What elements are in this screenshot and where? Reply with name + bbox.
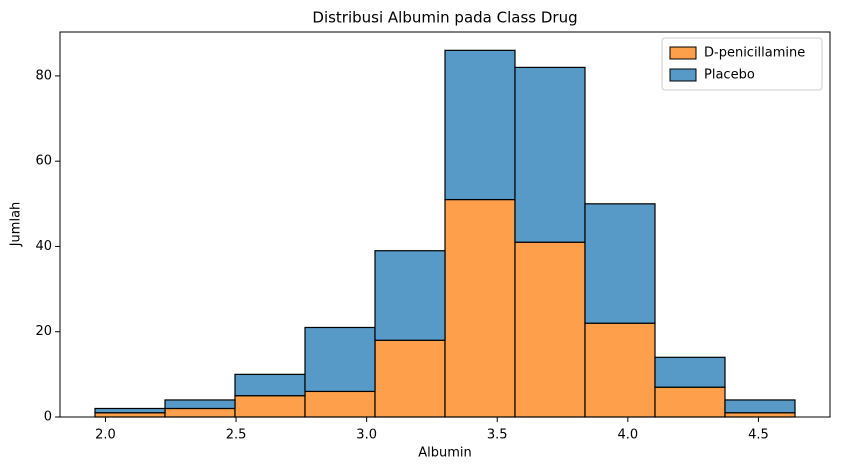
legend-swatch	[669, 68, 697, 82]
x-tick-label: 2.5	[226, 428, 247, 443]
y-tick-label: 0	[44, 410, 52, 425]
bar	[444, 49, 516, 201]
legend-swatch	[669, 46, 697, 60]
bar	[94, 407, 166, 414]
bar	[654, 386, 726, 418]
bar	[234, 373, 306, 397]
bar	[724, 412, 796, 418]
bar	[94, 412, 166, 418]
bar	[164, 399, 236, 410]
y-tick-label: 40	[35, 239, 52, 254]
y-tick-label: 80	[35, 68, 52, 83]
x-tick-label: 3.0	[356, 428, 377, 443]
legend	[661, 37, 823, 91]
y-tick-label: 20	[35, 324, 52, 339]
bar	[654, 356, 726, 388]
x-tick-label: 2.0	[95, 428, 116, 443]
bar	[304, 326, 376, 393]
bar	[164, 407, 236, 418]
plot-frame	[59, 31, 831, 418]
y-axis-label: Jumlah	[9, 202, 24, 248]
x-axis-label: Albumin	[418, 446, 472, 461]
bar	[724, 399, 796, 414]
chart-title: Distribusi Albumin pada Class Drug	[312, 9, 577, 27]
bar	[514, 241, 586, 418]
x-tick-label: 4.5	[748, 428, 769, 443]
bar	[514, 66, 586, 243]
bar	[584, 322, 656, 418]
legend-label: Placebo	[704, 68, 755, 83]
bar	[584, 203, 656, 324]
bar	[444, 198, 516, 418]
x-tick-label: 3.5	[487, 428, 508, 443]
bar	[234, 395, 306, 418]
bar	[374, 250, 446, 341]
y-tick-label: 60	[35, 154, 52, 169]
x-tick-label: 4.0	[617, 428, 638, 443]
bar	[304, 390, 376, 418]
bar	[374, 339, 446, 418]
legend-label: D-penicillamine	[704, 46, 805, 61]
